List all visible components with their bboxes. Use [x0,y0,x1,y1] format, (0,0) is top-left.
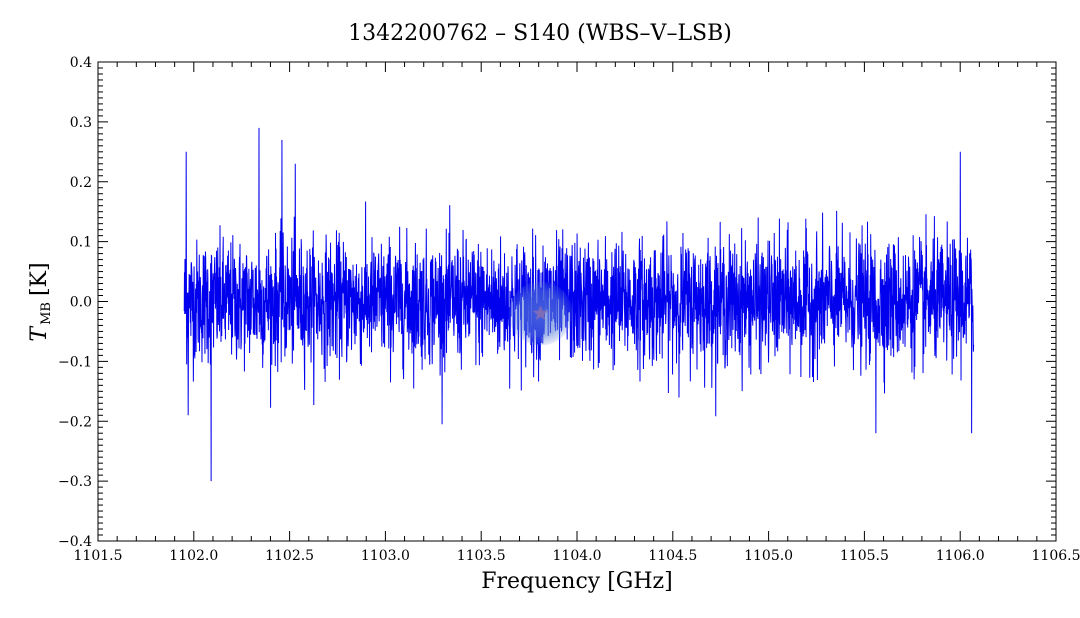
x-axis-tick-labels: 1101.5 1102.0 1102.5 1103.0 1103.5 1104.0 1104… [74,548,1080,564]
x-tick-label: 1103.5 [457,548,506,564]
svg-text:TMB[K]: TMB [K] [27,262,54,341]
y-tick-label: 0.2 [70,175,92,191]
y-axis-label: TMB [K] [27,262,54,341]
y-axis-label-unit: [K] [27,262,52,296]
x-tick-label: 1103.0 [361,548,410,564]
marker-star-icon [532,305,549,320]
y-tick-label: −0.3 [58,474,92,490]
y-axis-label-main: T [27,325,52,342]
y-tick-label: −0.4 [58,534,92,550]
x-tick-label: 1101.5 [74,548,123,564]
chart-title: 1342200762 – S140 (WBS–V–LSB) [348,21,732,46]
series-group [183,127,975,482]
y-tick-label: −0.1 [58,354,92,370]
y-axis-tick-labels: −0.4 −0.3 −0.2 −0.1 0.0 0.1 0.2 0.3 0.4 [58,55,92,550]
x-axis-ticks [97,62,1057,541]
y-axis-label-sub: MB [39,302,54,325]
y-tick-label: 0.4 [70,55,92,71]
y-tick-label: −0.2 [58,414,92,430]
x-tick-label: 1102.5 [265,548,314,564]
marker-group [508,281,573,346]
x-tick-label: 1105.0 [744,548,793,564]
x-tick-label: 1106.5 [1032,548,1080,564]
x-tick-label: 1106.0 [936,548,985,564]
x-tick-label: 1105.5 [840,548,889,564]
x-axis-label: Frequency [GHz] [481,569,673,594]
spectrum-series-line [183,127,975,482]
x-tick-label: 1102.0 [169,548,218,564]
y-tick-label: 0.3 [70,115,92,131]
x-tick-label: 1104.5 [648,548,697,564]
y-axis-ticks [98,61,1056,542]
y-tick-label: 0.1 [70,235,92,251]
x-tick-label: 1104.0 [553,548,602,564]
y-tick-label: 0.0 [70,295,92,311]
